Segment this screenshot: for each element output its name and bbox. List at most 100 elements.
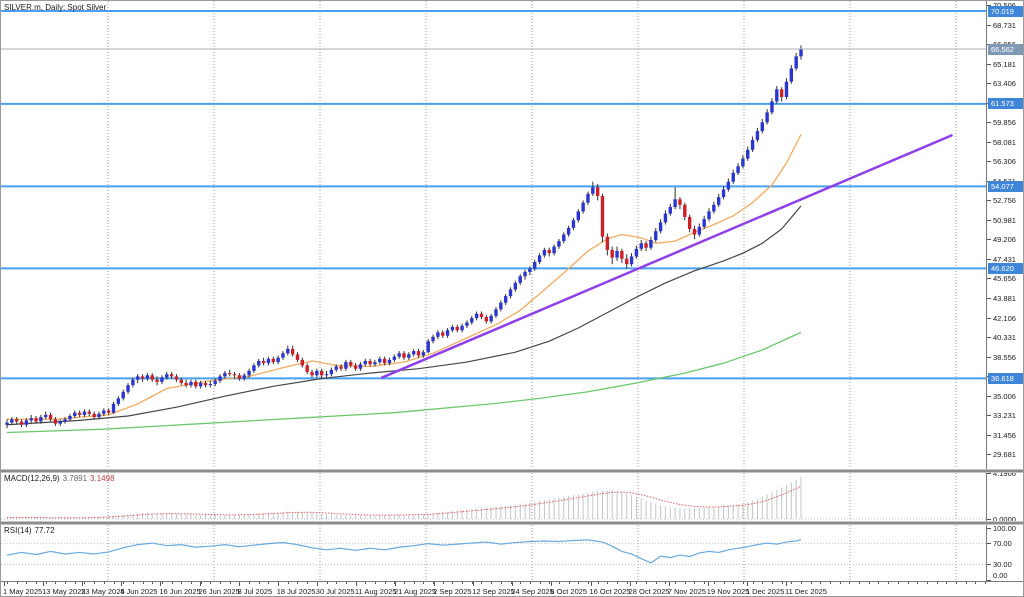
time-tick-mark [801,582,802,584]
time-tick-mark [94,582,96,584]
time-tick-mark [897,582,899,584]
price-tick-mark [987,63,991,65]
time-tick-mark [936,582,938,584]
price-tick-mark [987,258,991,260]
price-tick-label: 33.231 [993,411,1016,421]
time-tick-mark [733,582,735,584]
time-tick-mark [152,582,154,584]
rsi-tick-mark [987,579,991,581]
time-tick-mark [45,582,47,584]
time-tick-mark [752,582,754,584]
time-tick-mark [481,582,483,584]
date-label: 2 Sep 2025 [433,587,472,596]
price-tick-label: 49.206 [993,235,1016,245]
time-tick-mark [549,582,551,584]
time-tick-mark [336,582,338,584]
time-tick-mark [859,582,861,584]
macd-canvas [1,473,986,521]
macd-tick-label: 4.1906 [993,468,1016,478]
macd-panel-separator[interactable] [1,469,1023,473]
price-tick-label: 43.881 [993,294,1016,303]
time-tick-mark [791,582,793,584]
time-tick-mark [210,582,212,584]
time-tick-mark [917,582,919,584]
time-major-tick [238,582,240,586]
time-tick-mark [123,582,125,584]
time-tick-mark [287,582,289,584]
time-tick-mark [452,582,454,584]
time-tick-mark [568,582,570,584]
time-tick-mark [655,582,657,584]
time-tick-mark [839,582,841,584]
time-tick-mark [984,582,986,584]
time-tick-mark [297,582,299,584]
time-tick-mark [171,582,173,584]
price-tick-mark [987,24,991,26]
price-chart-panel[interactable]: SILVER.m, Daily: Spot Silver [1,1,986,469]
time-tick-mark [975,582,977,584]
price-tick-label: 59.856 [993,118,1016,128]
price-tick-mark [987,454,991,456]
time-tick-mark [220,582,222,584]
macd-panel[interactable]: MACD(12,26,9) 3.7891 3.1498 [1,473,986,521]
rsi-panel-separator[interactable] [1,521,1023,525]
time-tick-mark [810,582,812,584]
time-tick-mark [374,582,376,584]
time-tick-mark [830,582,832,584]
price-tick-mark [987,337,991,339]
rsi-panel[interactable]: RSI(14) 77.72 [1,525,986,581]
time-major-tick [473,582,475,586]
date-label: 16 Oct 2025 [589,587,631,596]
date-label: 13 May 2025 [42,587,86,596]
macd-tick-mark [987,472,991,474]
date-label: 18 Jul 2025 [276,587,316,596]
price-tick-label: 29.681 [993,450,1016,460]
date-label: 11 Aug 2025 [354,587,397,596]
time-tick-mark [646,582,648,584]
time-tick-mark [36,582,38,584]
time-major-tick [512,582,514,586]
price-axis[interactable]: 70.50668.73166.95665.18163.40661.63159.8… [986,1,1023,581]
level-price-badge: 61.573 [988,98,1023,110]
time-tick-mark [394,582,396,584]
price-tick-mark [987,317,991,319]
time-axis[interactable]: 1 May 2025 13 May 2025 23 May 2025 4 Jun 20… [1,581,1023,596]
level-price-badge: 54.077 [988,180,1023,192]
rsi-tick-mark [987,543,991,545]
date-label: 12 Sep 2025 [472,587,515,596]
price-chart-canvas [1,1,986,469]
time-tick-mark [113,582,115,584]
time-tick-mark [500,582,502,584]
time-major-tick [160,582,162,586]
time-major-tick [121,582,123,586]
time-tick-mark [520,582,522,584]
time-tick-mark [229,582,231,584]
date-label: 11 Dec 2025 [785,587,827,596]
date-label: 23 May 2025 [81,587,125,596]
time-tick-mark [462,582,464,584]
time-tick-mark [597,582,599,584]
time-tick-mark [433,582,435,584]
time-tick-mark [239,582,241,584]
price-tick-label: 58.081 [993,137,1016,147]
date-label: 6 Oct 2025 [550,587,588,596]
time-tick-mark [404,582,405,584]
date-label: 30 Jul 2025 [315,587,355,596]
time-major-tick [590,582,592,586]
macd-signal-value: 3.1498 [90,474,115,483]
time-tick-mark [878,582,880,584]
date-label: 24 Sep 2025 [511,587,554,596]
time-tick-mark [249,582,251,584]
rsi-canvas [1,525,986,581]
date-label: 21 Aug 2025 [394,587,437,596]
time-tick-mark [675,582,677,584]
time-tick-mark [888,582,890,584]
date-label: 1 May 2025 [3,587,43,596]
date-label: 19 Nov 2025 [706,587,750,596]
rsi-name: RSI(14) [4,526,32,535]
time-tick-mark [26,582,28,584]
price-tick-label: 68.731 [993,20,1016,30]
price-tick-label: 63.406 [993,79,1016,89]
price-tick-mark [987,83,991,85]
level-price-badge: 46.620 [988,262,1023,274]
